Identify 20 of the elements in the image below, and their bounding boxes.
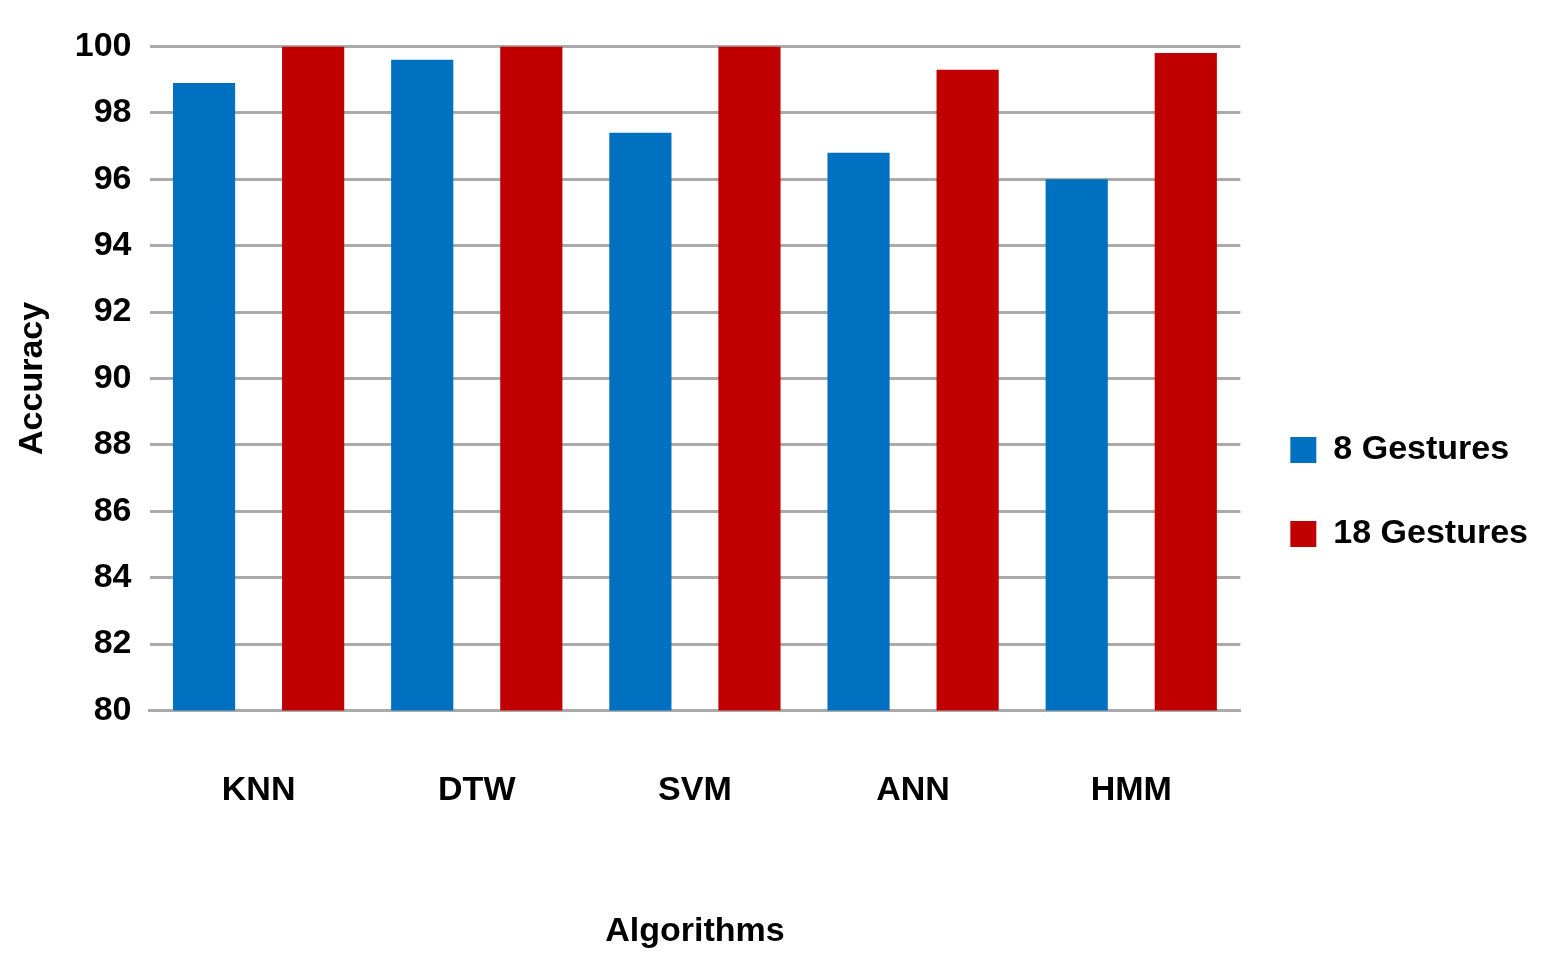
y-tick-label: 88 <box>93 423 132 462</box>
y-tick-label: 94 <box>93 223 132 262</box>
x-tick-label: SVM <box>658 769 732 808</box>
x-tick-label: DTW <box>438 769 517 808</box>
y-tick-label: 100 <box>74 24 132 63</box>
y-tick-label: 82 <box>93 622 132 661</box>
x-axis-title: Algorithms <box>605 909 785 948</box>
y-tick-label: 80 <box>93 688 132 727</box>
x-tick-label: ANN <box>876 769 950 808</box>
y-tick-label: 98 <box>93 91 132 130</box>
y-tick-label: 84 <box>93 555 132 594</box>
y-axis-title: Accuracy <box>10 301 49 455</box>
y-tick-label: 92 <box>93 290 132 329</box>
legend-label: 18 Gestures <box>1333 512 1528 551</box>
y-tick-label: 86 <box>93 489 132 528</box>
y-tick-label: 90 <box>93 356 132 395</box>
x-tick-label: KNN <box>221 769 296 808</box>
legend-label: 8 Gestures <box>1333 428 1510 467</box>
y-tick-label: 96 <box>93 157 132 196</box>
x-tick-label: HMM <box>1090 769 1172 808</box>
